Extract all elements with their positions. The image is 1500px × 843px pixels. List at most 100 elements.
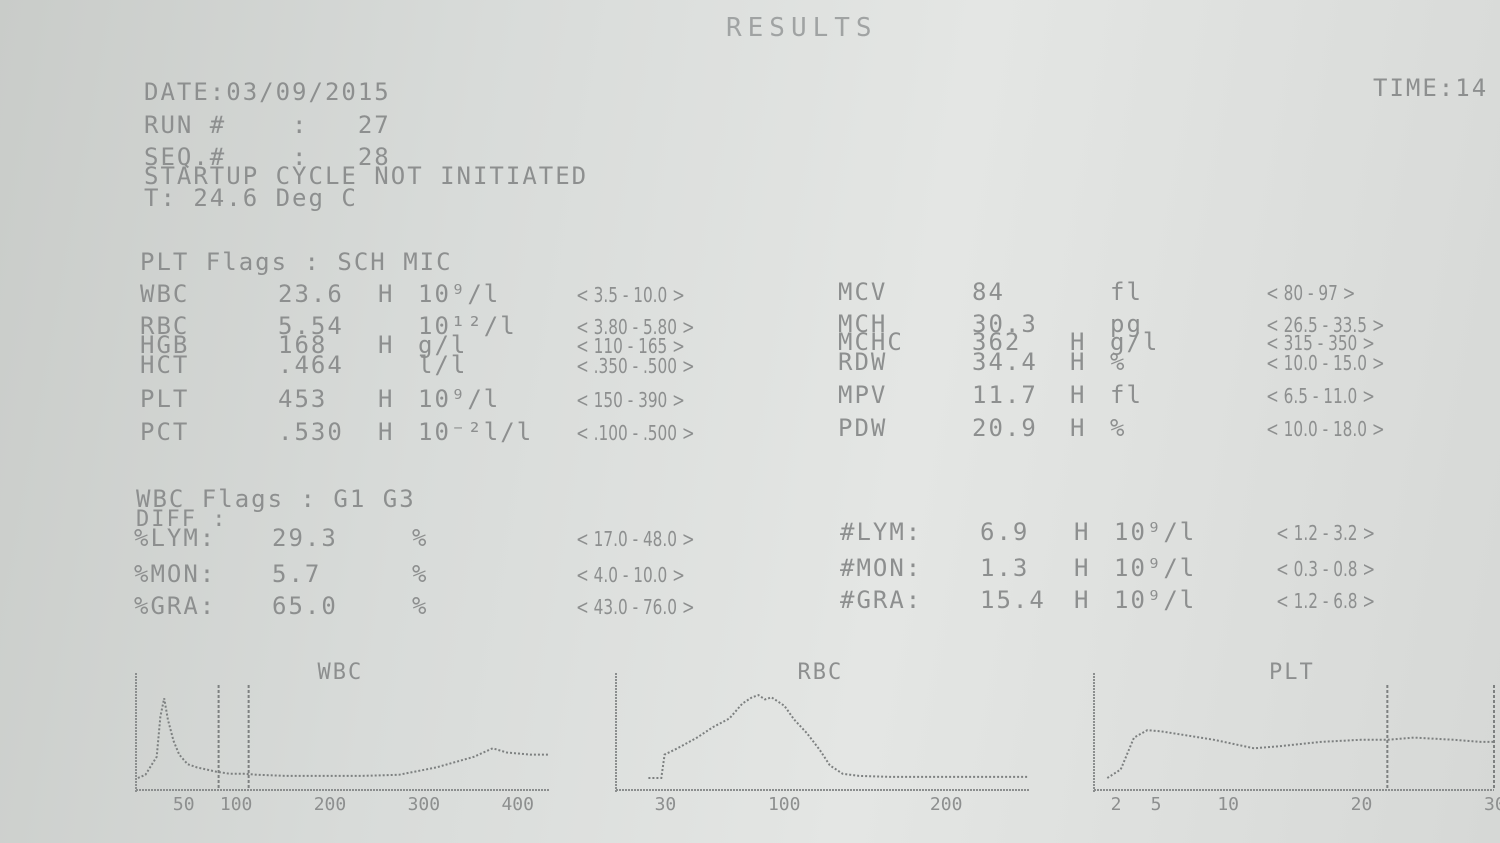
- parameter-unit: 10¹²/l: [418, 312, 517, 340]
- parameter-unit: 10⁹/l: [1114, 554, 1197, 582]
- wbc-flags: WBC Flags : G1 G3: [136, 485, 416, 513]
- parameter-name: PLT: [140, 385, 190, 413]
- parameter-value: 453: [278, 385, 328, 413]
- parameter-flag: H: [1074, 554, 1091, 582]
- parameter-name: RBC: [140, 312, 190, 340]
- reference-range: < 0.3 - 0.8 >: [1276, 557, 1376, 581]
- parameter-flag: H: [378, 280, 395, 308]
- parameter-flag: H: [1070, 414, 1087, 442]
- parameter-value: 6.9: [980, 518, 1030, 546]
- tick-label: 5: [1151, 794, 1162, 815]
- parameter-value: 34.4: [972, 348, 1038, 376]
- tick-label: 400: [501, 794, 534, 815]
- parameter-unit: pg: [1110, 310, 1143, 338]
- parameter-value: 5.7: [272, 560, 322, 588]
- tick-label: 100: [220, 794, 253, 815]
- parameter-unit: 10⁹/l: [418, 385, 501, 413]
- parameter-value: 11.7: [972, 381, 1038, 409]
- run-line: RUN # : 27: [144, 111, 391, 139]
- tick-label: 10: [1217, 794, 1239, 815]
- parameter-flag: H: [378, 331, 395, 359]
- parameter-flag: H: [1070, 328, 1087, 356]
- reference-range: < 4.0 - 10.0 >: [576, 563, 685, 587]
- parameter-value: 65.0: [272, 592, 338, 620]
- time-line: TIME:14: [1373, 74, 1489, 102]
- tick-label: 30: [655, 794, 677, 815]
- parameter-unit: fl: [1110, 278, 1143, 306]
- parameter-name: #MON:: [840, 554, 923, 582]
- tick-label: 20: [1351, 794, 1373, 815]
- reference-range: < 10.0 - 15.0 >: [1266, 351, 1385, 375]
- histogram-title: PLT: [1269, 660, 1315, 685]
- parameter-unit: %: [1110, 414, 1127, 442]
- parameter-unit: %: [412, 560, 429, 588]
- wbc-histogram: WBC 50 100 200 300 400: [135, 660, 549, 815]
- startup-line: STARTUP CYCLE NOT INITIATED: [144, 162, 589, 190]
- plt-histogram: PLT 2 5 10 20 30: [1093, 660, 1500, 815]
- reference-range: < 315 - 350 >: [1266, 331, 1375, 355]
- rbc-histogram: RBC 30 100 200: [615, 660, 1029, 815]
- parameter-name: PCT: [140, 418, 190, 446]
- parameter-unit: 10⁹/l: [1114, 586, 1197, 614]
- parameter-name: HGB: [140, 331, 190, 359]
- parameter-value: .530: [278, 418, 344, 446]
- parameter-name: PDW: [838, 414, 888, 442]
- parameter-flag: H: [1070, 381, 1087, 409]
- histogram-curve: [1106, 729, 1494, 779]
- reference-range: < 43.0 - 76.0 >: [576, 595, 695, 619]
- parameter-value: 29.3: [272, 524, 338, 552]
- parameter-unit: 10⁻²l/l: [418, 418, 534, 446]
- histogram-curve: [137, 698, 549, 779]
- parameter-flag: H: [1074, 518, 1091, 546]
- parameter-name: %LYM:: [134, 524, 217, 552]
- reference-range: < 150 - 390 >: [576, 388, 685, 412]
- histogram-curve: [648, 693, 1029, 779]
- parameter-name: %MON:: [134, 560, 217, 588]
- reference-range: < 3.5 - 10.0 >: [576, 283, 685, 307]
- parameter-flag: H: [1070, 348, 1087, 376]
- histogram-title: WBC: [318, 660, 364, 685]
- reference-range: < 110 - 165 >: [576, 334, 685, 358]
- temperature-line: T: 24.6 Deg C: [144, 184, 358, 212]
- tick-label: 200: [314, 794, 347, 815]
- parameter-unit: g/l: [1110, 328, 1160, 356]
- plt-flags: PLT Flags : SCH MIC: [140, 248, 453, 276]
- parameter-name: MCH: [838, 310, 888, 338]
- date-line: DATE:03/09/2015: [144, 78, 391, 106]
- parameter-name: MCV: [838, 278, 888, 306]
- parameter-flag: H: [378, 418, 395, 446]
- parameter-value: 362: [972, 328, 1022, 356]
- reference-range: < 26.5 - 33.5 >: [1266, 313, 1385, 337]
- parameter-unit: g/l: [418, 331, 468, 359]
- page-title: RESULTS: [726, 13, 878, 43]
- parameter-value: 23.6: [278, 280, 344, 308]
- reference-range: < 6.5 - 11.0 >: [1266, 384, 1375, 408]
- parameter-name: MPV: [838, 381, 888, 409]
- reference-range: < 10.0 - 18.0 >: [1266, 417, 1385, 441]
- parameter-unit: %: [412, 592, 429, 620]
- tick-label: 100: [768, 794, 801, 815]
- parameter-name: %GRA:: [134, 592, 217, 620]
- parameter-flag: H: [378, 385, 395, 413]
- parameter-unit: fl: [1110, 381, 1143, 409]
- diff-label: DIFF :: [136, 507, 228, 532]
- parameter-value: 84: [972, 278, 1005, 306]
- reference-range: < 80 - 97 >: [1266, 281, 1356, 305]
- parameter-unit: %: [412, 524, 429, 552]
- parameter-value: 168: [278, 331, 328, 359]
- reference-range: < 3.80 - 5.80 >: [576, 315, 695, 339]
- tick-label: 50: [173, 794, 195, 815]
- histogram-title: RBC: [798, 660, 844, 685]
- parameter-name: WBC: [140, 280, 190, 308]
- parameter-name: #LYM:: [840, 518, 923, 546]
- tick-label: 300: [408, 794, 441, 815]
- tick-label: 2: [1111, 794, 1122, 815]
- parameter-name: RDW: [838, 348, 888, 376]
- parameter-value: 1.3: [980, 554, 1030, 582]
- reference-range: < 1.2 - 6.8 >: [1276, 589, 1376, 613]
- parameter-value: .464: [278, 351, 344, 379]
- parameter-unit: l/l: [418, 351, 468, 379]
- tick-label: 200: [930, 794, 963, 815]
- parameter-value: 5.54: [278, 312, 344, 340]
